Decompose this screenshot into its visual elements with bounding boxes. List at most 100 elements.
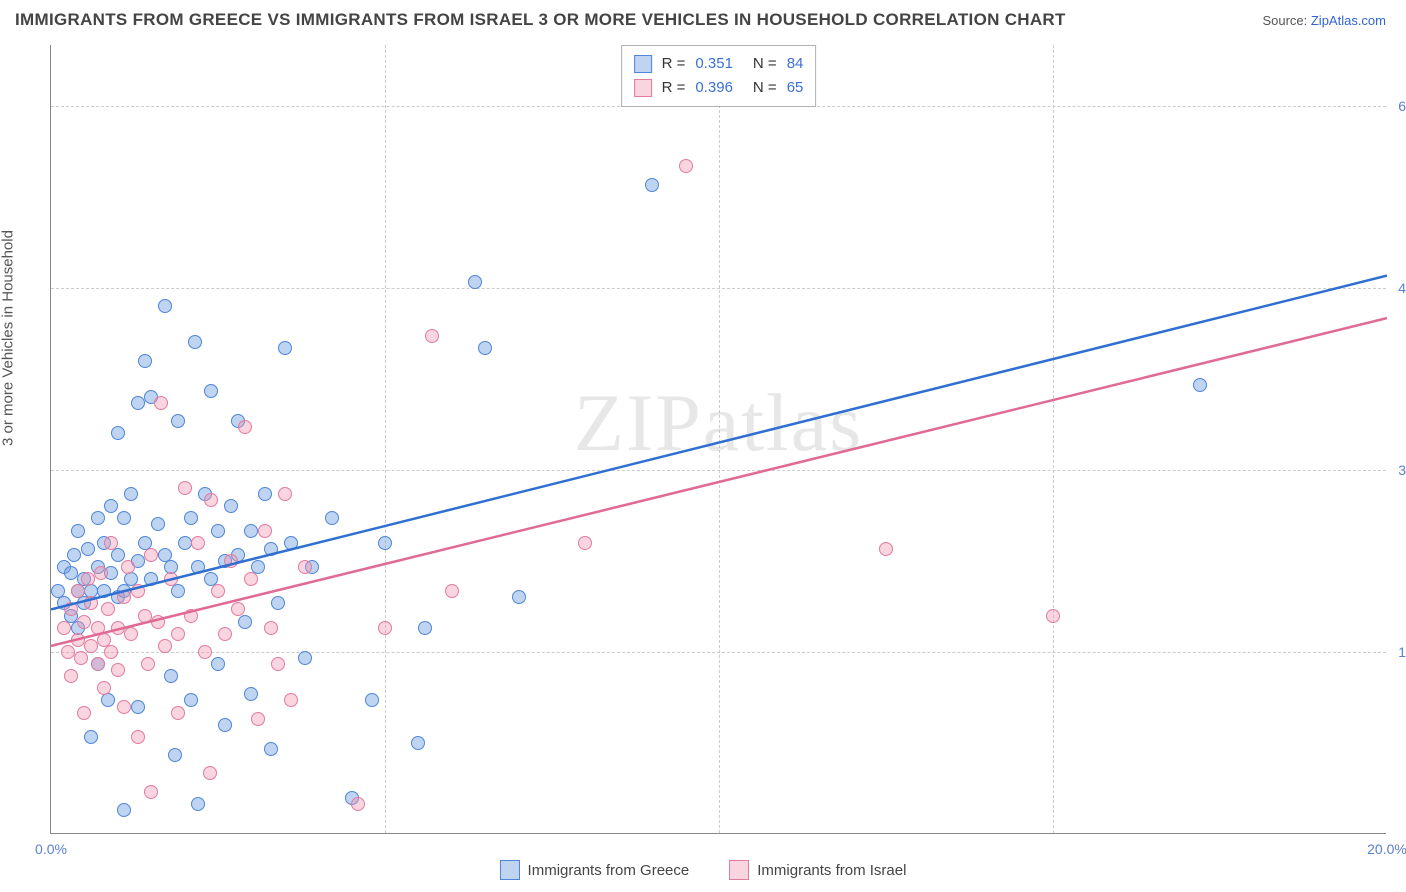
scatter-point <box>238 420 252 434</box>
scatter-point <box>77 706 91 720</box>
scatter-point <box>104 645 118 659</box>
scatter-point <box>168 748 182 762</box>
scatter-point <box>184 609 198 623</box>
scatter-point <box>258 487 272 501</box>
scatter-point <box>204 384 218 398</box>
scatter-point <box>111 621 125 635</box>
scatter-point <box>411 736 425 750</box>
scatter-point <box>61 645 75 659</box>
scatter-point <box>91 511 105 525</box>
scatter-point <box>57 621 71 635</box>
y-tick-label: 60.0% <box>1390 98 1406 114</box>
scatter-point <box>84 730 98 744</box>
scatter-point <box>131 396 145 410</box>
scatter-point <box>178 481 192 495</box>
scatter-point <box>117 700 131 714</box>
scatter-point <box>211 524 225 538</box>
scatter-point <box>138 609 152 623</box>
scatter-point <box>101 602 115 616</box>
scatter-point <box>879 542 893 556</box>
legend-item: Immigrants from Israel <box>729 860 906 880</box>
scatter-point <box>151 517 165 531</box>
scatter-point <box>64 566 78 580</box>
scatter-point <box>104 499 118 513</box>
scatter-point <box>141 657 155 671</box>
scatter-point <box>117 590 131 604</box>
scatter-point <box>204 493 218 507</box>
r-value: 0.351 <box>695 52 733 76</box>
source-link[interactable]: ZipAtlas.com <box>1311 13 1386 28</box>
gridline-v <box>1053 45 1054 833</box>
scatter-point <box>378 621 392 635</box>
scatter-point <box>104 536 118 550</box>
scatter-point <box>158 639 172 653</box>
scatter-point <box>211 657 225 671</box>
scatter-point <box>284 536 298 550</box>
scatter-point <box>101 693 115 707</box>
scatter-point <box>378 536 392 550</box>
legend-swatch <box>634 55 652 73</box>
scatter-point <box>478 341 492 355</box>
source-attribution: Source: ZipAtlas.com <box>1262 13 1386 28</box>
scatter-point <box>158 299 172 313</box>
scatter-point <box>131 584 145 598</box>
scatter-point <box>264 742 278 756</box>
scatter-point <box>645 178 659 192</box>
scatter-point <box>244 572 258 586</box>
scatter-point <box>144 785 158 799</box>
scatter-point <box>111 663 125 677</box>
scatter-point <box>251 712 265 726</box>
scatter-point <box>121 560 135 574</box>
scatter-point <box>198 645 212 659</box>
scatter-point <box>425 329 439 343</box>
scatter-point <box>512 590 526 604</box>
scatter-point <box>71 633 85 647</box>
scatter-point <box>238 615 252 629</box>
scatter-point <box>94 566 108 580</box>
scatter-point <box>171 706 185 720</box>
scatter-point <box>111 548 125 562</box>
scatter-point <box>124 487 138 501</box>
scatter-point <box>164 572 178 586</box>
scatter-point <box>138 354 152 368</box>
bottom-legend: Immigrants from Greece Immigrants from Is… <box>0 860 1406 880</box>
scatter-point <box>111 426 125 440</box>
scatter-point <box>144 548 158 562</box>
scatter-point <box>284 693 298 707</box>
scatter-point <box>244 687 258 701</box>
scatter-point <box>71 524 85 538</box>
scatter-point <box>67 548 81 562</box>
scatter-point <box>264 542 278 556</box>
stats-row: R =0.351N =84 <box>634 52 804 76</box>
scatter-point <box>117 511 131 525</box>
scatter-point <box>164 669 178 683</box>
gridline-v <box>719 45 720 833</box>
scatter-point <box>679 159 693 173</box>
source-prefix: Source: <box>1262 13 1310 28</box>
scatter-point <box>224 499 238 513</box>
scatter-point <box>445 584 459 598</box>
scatter-point <box>144 572 158 586</box>
y-tick-label: 15.0% <box>1390 644 1406 660</box>
scatter-point <box>1193 378 1207 392</box>
scatter-point <box>325 511 339 525</box>
legend-label: Immigrants from Greece <box>528 862 690 879</box>
scatter-point <box>154 396 168 410</box>
scatter-point <box>178 536 192 550</box>
y-tick-label: 45.0% <box>1390 280 1406 296</box>
scatter-point <box>151 615 165 629</box>
scatter-point <box>124 627 138 641</box>
legend-label: Immigrants from Israel <box>757 862 906 879</box>
scatter-point <box>271 657 285 671</box>
scatter-point <box>97 584 111 598</box>
scatter-point <box>74 651 88 665</box>
y-axis-title: 3 or more Vehicles in Household <box>0 230 17 446</box>
n-label: N = <box>753 76 777 100</box>
scatter-point <box>191 536 205 550</box>
r-label: R = <box>662 76 686 100</box>
scatter-point <box>218 627 232 641</box>
x-tick-label: 20.0% <box>1367 841 1406 857</box>
x-tick-label: 0.0% <box>35 841 67 857</box>
scatter-point <box>84 596 98 610</box>
legend-swatch <box>729 860 749 880</box>
